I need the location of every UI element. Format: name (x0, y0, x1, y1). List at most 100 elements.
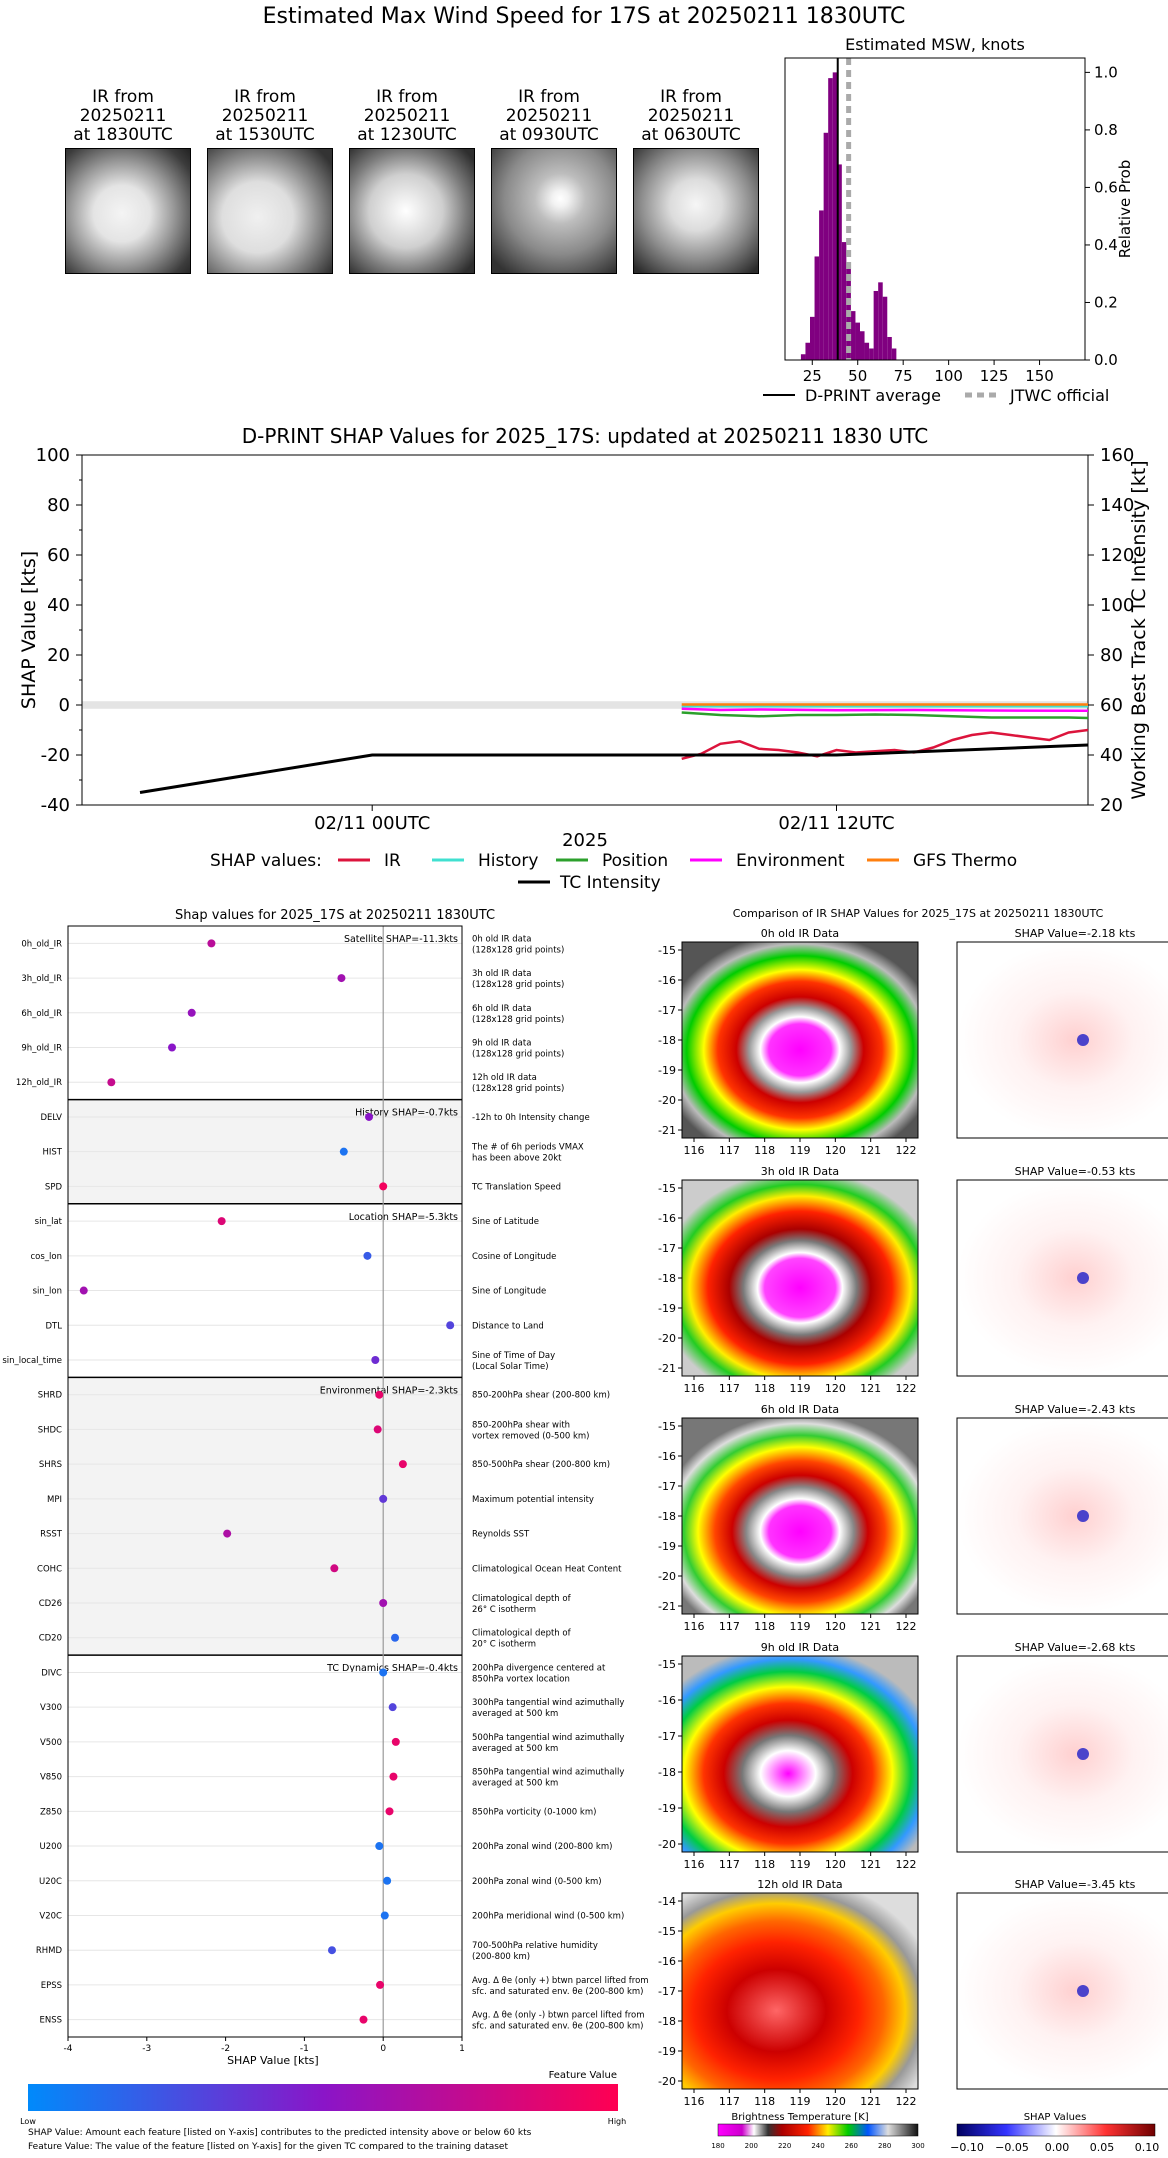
group-shading (68, 1377, 462, 1656)
shap-map-image (956, 1892, 1168, 2090)
feature-name-label: RHMD (36, 1946, 63, 1956)
shap-colorbar (956, 2123, 1156, 2137)
ir-x-tick-label: 117 (719, 1382, 740, 1395)
timeseries-title: D-PRINT SHAP Values for 2025_17S: update… (242, 424, 929, 448)
left-y-tick-label: -40 (41, 795, 70, 816)
ir-x-tick-label: 117 (719, 2095, 740, 2108)
ir-x-tick-label: 119 (790, 1620, 811, 1633)
right-y-tick-label: 80 (1100, 645, 1123, 666)
ir-y-tick-label: -16 (658, 1450, 676, 1463)
feature-shap-point (168, 1043, 177, 1052)
legend-jtwc-label: JTWC official (1009, 386, 1109, 405)
ir-y-tick-label: -20 (658, 1332, 676, 1345)
ir-x-tick-label: 121 (860, 1858, 881, 1871)
thumbnail-title-line: IR from (518, 87, 580, 107)
shap-panel-title: SHAP Value=-3.45 kts (1015, 1878, 1136, 1891)
feature-colorbar-high: High (608, 2117, 626, 2126)
histogram-x-tick-label: 75 (894, 367, 913, 385)
feature-description: (128x128 grid points) (472, 945, 564, 955)
feature-shap-point (385, 1807, 394, 1816)
thumbnail-panel: IR from 20250211 at 0630UTC (633, 88, 761, 274)
feature-colorbar-low: Low (20, 2117, 36, 2126)
feature-value-note: Feature Value: The value of the feature … (28, 2142, 509, 2152)
feature-name-label: sin_lat (35, 1217, 63, 1227)
ir-y-tick-label: -21 (658, 1600, 676, 1613)
left-y-tick-label: 20 (47, 645, 70, 666)
right-y-tick-label: 100 (1100, 595, 1134, 616)
feature-description: TC Translation Speed (471, 1182, 561, 1192)
timeseries-x-label: 2025 (562, 830, 608, 851)
ir-x-tick-label: 120 (825, 1144, 846, 1157)
shap-map-core (1077, 1272, 1089, 1284)
thumbnail-title-line: IR from (92, 87, 154, 107)
thumbnail-title: IR from 20250211 at 1830UTC (53, 88, 193, 145)
shap-colorbar-tick-label: −0.10 (950, 2141, 984, 2154)
thumbnail-title-line: at 1530UTC (215, 125, 315, 145)
feature-name-label: Z850 (40, 1807, 62, 1817)
ir-y-tick-label: -19 (658, 1302, 676, 1315)
ir-comparison-title: Comparison of IR SHAP Values for 2025_17… (733, 907, 1104, 920)
ir-panel-title: 9h old IR Data (761, 1641, 839, 1654)
ir-x-tick-label: 120 (825, 1620, 846, 1633)
feature-x-label: SHAP Value [kts] (227, 2054, 319, 2067)
bt-colorbar-tick-label: 220 (778, 2142, 791, 2150)
feature-shap-point (330, 1564, 339, 1573)
ir-y-tick-label: -15 (658, 1925, 676, 1938)
thumbnail-title-line: at 0630UTC (641, 125, 741, 145)
feature-name-label: 6h_old_IR (21, 1009, 62, 1019)
ir-x-tick-label: 119 (790, 1858, 811, 1871)
histogram-bar (828, 78, 833, 360)
legend-label: Position (602, 851, 668, 871)
feature-shap-point (391, 1633, 400, 1642)
group-shap-label: TC Dynamics SHAP=-0.4kts (326, 1663, 458, 1674)
feature-shap-point (79, 1286, 88, 1295)
feature-description: averaged at 500 km (472, 1709, 558, 1719)
legend-label: TC Intensity (559, 873, 661, 893)
shap-colorbar-tick-label: −0.05 (995, 2141, 1029, 2154)
feature-shap-point (223, 1529, 232, 1538)
feature-description: Avg. Δ θe (only -) btwn parcel lifted fr… (472, 2011, 645, 2021)
feature-name-label: U20C (39, 1877, 62, 1887)
feature-shap-point (446, 1321, 455, 1330)
ir-y-tick-label: -18 (658, 1510, 676, 1523)
feature-shap-point (391, 1737, 400, 1746)
feature-name-label: SHRD (38, 1391, 63, 1401)
legend-label: GFS Thermo (913, 851, 1017, 871)
feature-description: 700-500hPa relative humidity (472, 1941, 598, 1951)
thumbnail-row: IR from 20250211 at 1830UTC IR from 2025… (0, 0, 780, 290)
feature-shap-point (187, 1008, 196, 1017)
histogram-bar (823, 132, 829, 360)
histogram-bar (878, 282, 883, 360)
bt-colorbar-title: Brightness Temperature [K] (731, 2112, 868, 2123)
feature-description: (128x128 grid points) (472, 1084, 564, 1094)
feature-description: Climatological depth of (472, 1594, 572, 1604)
x-tick-label: 02/11 12UTC (778, 813, 894, 834)
ir-x-tick-label: 118 (754, 2095, 775, 2108)
ir-x-tick-label: 116 (684, 2095, 705, 2108)
feature-name-label: V20C (39, 1911, 62, 1921)
histogram-bar (814, 256, 820, 360)
feature-name-label: ENSS (39, 2016, 62, 2026)
ir-x-tick-label: 122 (896, 1144, 917, 1157)
group-shap-label: Location SHAP=-5.3kts (349, 1212, 458, 1223)
series-line-tc-intensity (139, 743, 1089, 794)
feature-shap-point (376, 1980, 385, 1989)
legend-label: History (478, 851, 538, 871)
histogram-y-label: Relative Prob (1116, 160, 1134, 259)
feature-description: Sine of Time of Day (472, 1351, 555, 1361)
feature-description: Reynolds SST (472, 1530, 530, 1540)
feature-shap-point (327, 1946, 336, 1955)
legend-prefix: SHAP values: (210, 851, 322, 871)
ir-y-tick-label: -14 (658, 1895, 676, 1908)
legend-label: IR (384, 851, 401, 871)
histogram-bar (819, 210, 824, 360)
shap-panel-title: SHAP Value=-2.68 kts (1015, 1641, 1136, 1654)
feature-name-label: HIST (43, 1148, 63, 1158)
feature-description: (128x128 grid points) (472, 1015, 564, 1025)
histogram-bar (837, 164, 842, 360)
shap-map-image (956, 1655, 1168, 1853)
ir-y-tick-label: -18 (658, 1034, 676, 1047)
histogram-bar (891, 348, 897, 360)
left-y-tick-label: 80 (47, 495, 70, 516)
ir-y-tick-label: -15 (658, 1182, 676, 1195)
